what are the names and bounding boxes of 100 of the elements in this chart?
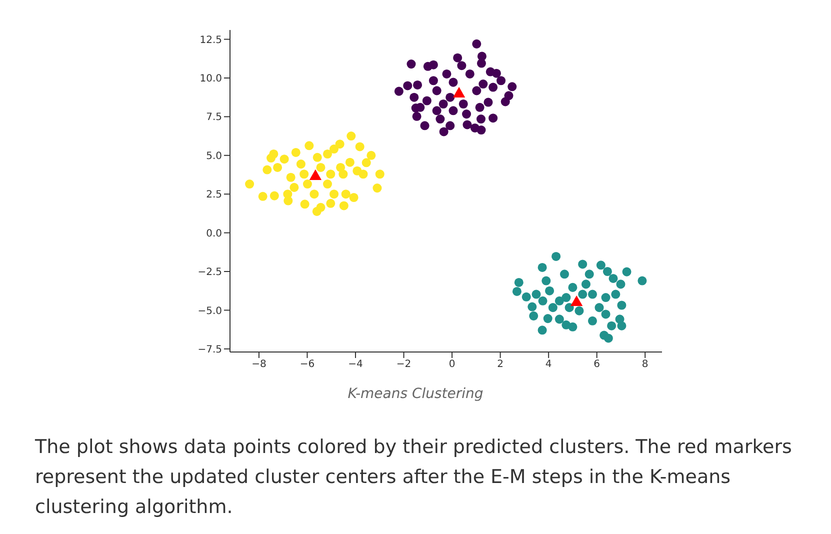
point <box>372 184 382 193</box>
point <box>394 86 404 96</box>
point <box>336 162 346 172</box>
x-tick-label: 4 <box>545 359 552 370</box>
point <box>532 290 541 299</box>
point <box>428 76 438 86</box>
point <box>484 98 493 107</box>
x-tick-label: 0 <box>448 359 456 370</box>
point <box>478 80 488 89</box>
point <box>496 76 506 86</box>
point <box>446 92 455 102</box>
y-tick-label: −5.0 <box>198 306 222 317</box>
point <box>312 152 322 162</box>
point <box>322 180 332 189</box>
point <box>476 126 486 135</box>
point <box>568 282 578 292</box>
point <box>543 314 552 324</box>
point <box>300 200 310 209</box>
point <box>442 69 452 78</box>
y-tick-label: 2.5 <box>206 190 222 201</box>
point <box>488 82 498 92</box>
point <box>475 102 484 112</box>
point <box>552 252 561 261</box>
point <box>622 267 632 276</box>
point <box>588 316 598 326</box>
point <box>420 121 430 130</box>
y-tick-label: −7.5 <box>198 344 222 356</box>
point <box>594 303 604 312</box>
point <box>584 270 594 279</box>
point <box>542 276 551 286</box>
point <box>310 190 319 199</box>
point <box>617 300 626 310</box>
point <box>545 286 554 296</box>
point <box>304 141 314 150</box>
point <box>410 92 419 102</box>
point <box>432 106 442 116</box>
point <box>604 334 613 343</box>
point <box>345 158 354 167</box>
point <box>412 112 422 121</box>
point <box>574 306 584 316</box>
point <box>330 144 339 154</box>
point <box>302 180 312 189</box>
point <box>436 114 445 124</box>
point <box>522 292 531 302</box>
point <box>453 53 462 62</box>
point <box>588 290 598 299</box>
point <box>596 260 606 270</box>
x-tick-label: −2 <box>396 359 412 370</box>
y-tick-label: 5.0 <box>206 150 222 162</box>
point <box>568 322 578 332</box>
point <box>446 121 455 130</box>
point <box>554 314 564 324</box>
x-tick-label: 6 <box>594 359 600 370</box>
point <box>462 120 472 130</box>
point <box>500 97 510 106</box>
point <box>602 266 612 276</box>
text: The plot shows data points colored by their predicted clusters. The red markers represent the updated cluster centers after the E-M steps in the K-means clustering algorithm. <box>35 435 793 520</box>
point <box>616 280 626 289</box>
point <box>362 158 371 168</box>
point <box>472 39 482 48</box>
point <box>341 190 350 199</box>
point <box>528 302 537 312</box>
point <box>548 303 558 312</box>
point <box>326 170 336 179</box>
point <box>432 86 442 96</box>
point <box>375 170 384 179</box>
point <box>538 296 548 306</box>
point <box>258 192 268 201</box>
point <box>339 201 348 210</box>
point <box>476 58 486 68</box>
point <box>472 86 482 96</box>
point <box>476 114 486 124</box>
x-tick-label: −8 <box>252 359 266 370</box>
y-tick-label: 7.5 <box>206 112 222 124</box>
text: K-means Clustering <box>346 386 484 402</box>
point <box>280 154 289 164</box>
point <box>465 69 474 78</box>
point <box>538 262 547 272</box>
x-tick-label: −6 <box>300 359 315 370</box>
point <box>245 180 254 189</box>
point <box>330 190 339 199</box>
point <box>413 80 422 90</box>
point <box>326 198 336 208</box>
point <box>316 202 326 212</box>
point <box>554 296 564 306</box>
point <box>335 140 344 149</box>
point <box>270 191 279 200</box>
point <box>366 150 376 160</box>
point <box>286 172 296 182</box>
point <box>607 321 616 330</box>
x-tick-label: 8 <box>642 359 648 370</box>
point <box>514 278 524 287</box>
y-tick-label: 0.0 <box>206 228 222 240</box>
point <box>291 148 300 157</box>
point <box>349 192 358 202</box>
point <box>300 170 309 179</box>
point <box>578 260 588 269</box>
point <box>529 311 538 320</box>
point <box>448 106 458 116</box>
point <box>564 303 574 312</box>
